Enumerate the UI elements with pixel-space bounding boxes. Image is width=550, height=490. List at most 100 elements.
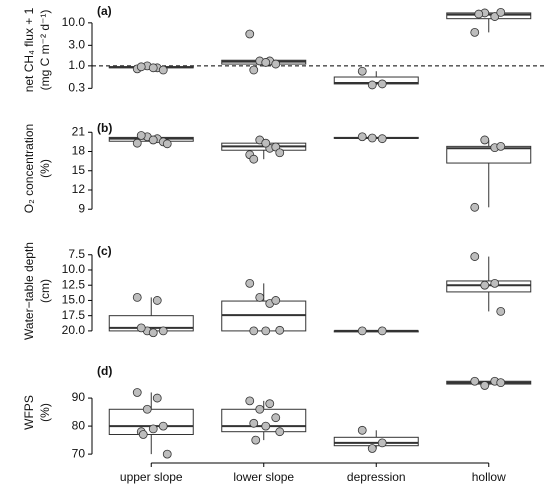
data-point	[142, 404, 152, 414]
data-point	[377, 134, 387, 144]
y-axis-label: (%)	[38, 159, 52, 178]
data-point	[367, 133, 377, 143]
data-point	[496, 307, 506, 316]
data-point	[470, 376, 480, 386]
data-point	[132, 138, 142, 148]
data-point	[275, 325, 285, 335]
data-point	[148, 328, 158, 338]
data-point	[496, 141, 506, 151]
data-point	[367, 80, 377, 90]
y-tick-label: 0.3	[68, 81, 85, 95]
y-tick-label: 15.0	[62, 293, 86, 307]
data-point	[490, 12, 500, 21]
data-point	[138, 430, 148, 439]
data-point	[480, 381, 490, 390]
y-tick-label: 18	[72, 144, 86, 158]
y-axis-label: Water−table depth	[22, 242, 36, 340]
data-point	[162, 139, 172, 149]
y-tick-label: 21	[72, 124, 86, 138]
data-point	[136, 62, 146, 72]
data-point	[158, 421, 168, 431]
data-point	[496, 378, 506, 388]
data-point	[261, 421, 271, 431]
y-tick-label: 1.0	[68, 58, 85, 72]
x-tick-label: depression	[347, 470, 406, 484]
y-axis-label: net CH₄ flux + 1	[22, 7, 36, 92]
data-point	[357, 425, 367, 435]
y-tick-label: 10.0	[62, 15, 86, 29]
data-point	[249, 65, 259, 75]
data-point	[148, 424, 158, 434]
y-tick-label: 20.0	[62, 323, 86, 337]
data-point	[275, 148, 285, 158]
data-point	[275, 427, 285, 437]
data-point	[261, 138, 271, 148]
y-tick-label: 90	[72, 390, 86, 404]
data-point	[357, 326, 367, 336]
data-point	[496, 7, 506, 17]
y-tick-label: 12	[72, 182, 86, 196]
data-point	[255, 404, 265, 414]
data-point	[261, 326, 271, 336]
data-point	[136, 323, 146, 333]
data-point	[148, 63, 158, 73]
data-point	[249, 326, 259, 336]
x-tick-label: lower slope	[233, 470, 294, 484]
data-point	[490, 278, 500, 288]
data-point	[245, 29, 255, 39]
data-point	[162, 449, 172, 459]
data-point	[152, 296, 162, 305]
data-point	[249, 418, 259, 428]
data-point	[271, 413, 281, 423]
panel-label: (d)	[97, 364, 112, 378]
data-point	[377, 79, 387, 89]
data-point	[251, 435, 261, 445]
y-tick-label: 10.0	[62, 262, 86, 276]
box	[446, 145, 532, 164]
data-point	[367, 444, 377, 453]
data-point	[470, 27, 480, 37]
data-point	[377, 438, 387, 448]
data-point	[148, 135, 158, 145]
data-point	[158, 326, 168, 336]
y-axis-label: (cm)	[38, 279, 52, 303]
data-point	[265, 399, 275, 409]
data-point	[152, 393, 162, 403]
y-axis-label: O₂ concentration	[22, 124, 36, 213]
panel-label: (b)	[97, 121, 112, 135]
panel-label: (c)	[97, 244, 112, 258]
y-axis-label: (%)	[38, 403, 52, 422]
data-point	[249, 154, 259, 164]
data-point	[245, 278, 255, 288]
data-point	[261, 58, 271, 67]
y-tick-label: 3.0	[68, 38, 85, 52]
data-point	[255, 292, 265, 302]
data-point	[480, 280, 490, 290]
data-point	[271, 296, 281, 305]
data-point	[158, 65, 168, 75]
box	[333, 436, 419, 447]
panel-label: (a)	[97, 4, 112, 18]
data-point	[357, 132, 367, 142]
y-tick-label: 9	[78, 201, 85, 215]
y-tick-label: 15	[72, 163, 86, 177]
x-tick-label: upper slope	[120, 470, 183, 484]
data-point	[132, 292, 142, 302]
y-tick-label: 17.5	[62, 308, 86, 322]
y-tick-label: 12.5	[62, 277, 86, 291]
data-point	[245, 396, 255, 406]
data-point	[271, 59, 281, 69]
y-axis-label: WFPS	[22, 395, 36, 430]
data-point	[357, 66, 367, 76]
y-tick-label: 70	[72, 446, 86, 460]
data-point	[470, 202, 480, 212]
y-axis-label: (mg C m⁻² d⁻¹)	[38, 10, 52, 91]
y-tick-label: 80	[72, 418, 86, 432]
data-point	[470, 252, 480, 261]
x-tick-label: hollow	[472, 470, 506, 484]
y-tick-label: 7.5	[68, 247, 85, 261]
data-point	[480, 135, 490, 145]
data-point	[136, 131, 146, 140]
data-point	[132, 388, 142, 397]
